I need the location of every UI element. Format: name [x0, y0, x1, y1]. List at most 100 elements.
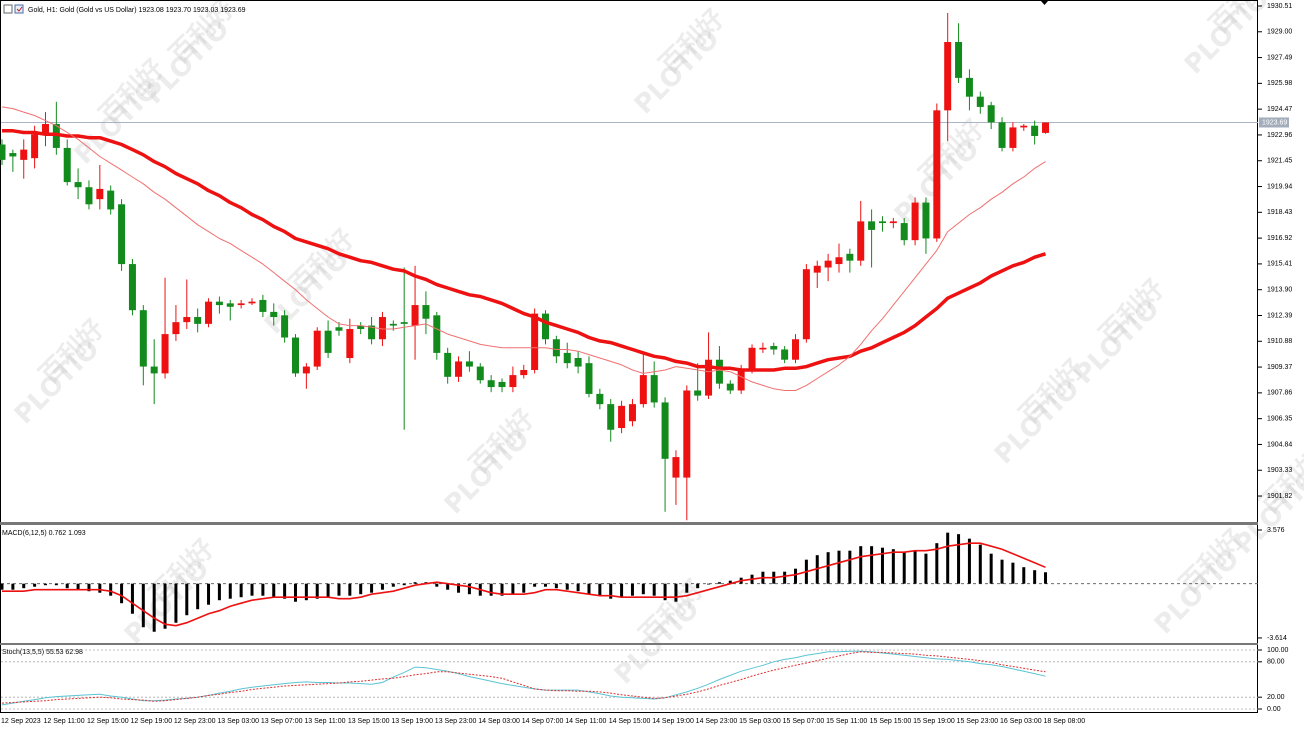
x-tick-label: 13 Sep 11:00 [304, 718, 345, 725]
macd-bar [826, 552, 830, 584]
candle-body [628, 404, 636, 422]
macd-bar [98, 583, 102, 593]
macd-bar [239, 583, 243, 598]
y-tick-label: 0.00 [1267, 706, 1281, 713]
macd-bar [217, 583, 221, 601]
candle-body [357, 325, 365, 329]
macd-bar [1033, 570, 1037, 584]
macd-bar [533, 583, 537, 587]
macd-bar [141, 583, 145, 628]
macd-bar [185, 583, 189, 616]
candle-body [422, 305, 430, 319]
candle-body [237, 303, 245, 306]
macd-bar [326, 583, 330, 598]
candle-body [846, 253, 854, 261]
line [1, 650, 1046, 706]
macd-bar [696, 583, 700, 589]
candle-body [139, 310, 147, 367]
candle-body [574, 358, 582, 367]
macd-bar [315, 583, 319, 599]
macd-bar [1000, 559, 1004, 584]
candle-body [889, 221, 897, 224]
price-label: 1923.69 [1262, 119, 1287, 126]
candle-body [552, 339, 560, 357]
y-tick-label: 1924.47 [1267, 106, 1292, 113]
macd-bar [859, 546, 863, 584]
macd-bar [174, 583, 178, 623]
candle-body [802, 269, 810, 340]
candle-body [378, 317, 386, 340]
candle-body [270, 311, 278, 318]
macd-bar [457, 583, 461, 593]
candle-body [226, 303, 234, 307]
macd-bar [674, 583, 678, 602]
macd-bar [544, 583, 547, 587]
macd-bar [152, 583, 156, 632]
candle-body [998, 122, 1006, 148]
macd-bar [250, 583, 254, 596]
x-tick-label: 12 Sep 15:00 [87, 718, 129, 725]
macd-bar [978, 544, 982, 584]
macd-bar [609, 583, 613, 599]
line [2, 542, 1046, 627]
macd-bar [413, 582, 417, 584]
macd-bar [783, 571, 787, 584]
candle-body [20, 149, 28, 160]
candle-body [715, 359, 723, 384]
macd-bar [196, 583, 200, 610]
icon [16, 6, 23, 12]
candle-body [650, 375, 658, 403]
x-tick-label: 12 Sep 11:00 [43, 718, 84, 725]
macd-bar [293, 583, 297, 602]
macd-bar [391, 583, 395, 587]
y-tick-label: 1916.92 [1267, 235, 1292, 242]
candle-body [542, 313, 549, 340]
candle-body [411, 305, 419, 326]
candle-body [302, 366, 310, 374]
candle-body [74, 182, 82, 188]
chart-title: Gold, H1: Gold (Gold vs US Dollar) 1923.… [28, 7, 246, 14]
macd-bar [380, 583, 384, 590]
macd-bar [935, 543, 939, 584]
candle-body [792, 339, 800, 360]
candle-body [520, 369, 528, 376]
candle-body [487, 380, 495, 388]
candle-body [433, 315, 441, 353]
candle-body [607, 404, 615, 430]
candle-body [455, 361, 463, 377]
y-tick-label: 1925.98 [1267, 80, 1292, 87]
x-tick-label: 12 Sep 19:00 [130, 718, 172, 725]
macd-bar [11, 583, 15, 590]
candle-body [509, 375, 517, 388]
shift-marker [1041, 1, 1048, 5]
macd-bar [22, 583, 26, 589]
pane-separator [0, 522, 1258, 525]
macd-bar [707, 583, 711, 585]
macd-bar [848, 550, 852, 584]
macd-bar [794, 568, 798, 584]
candle-body [683, 390, 691, 478]
line [2, 129, 1047, 372]
macd-bar [924, 553, 928, 584]
candle-body [672, 457, 680, 478]
macd-bar [54, 583, 58, 586]
macd-bar [576, 583, 580, 592]
candle-body [161, 334, 169, 374]
candle-body [878, 221, 886, 224]
macd-bar [902, 552, 906, 584]
candle-body [0, 144, 6, 160]
candle-body [118, 204, 126, 265]
candle-body [1042, 122, 1050, 133]
x-tick-label: 15 Sep 03:00 [739, 718, 781, 725]
macd-bar [1022, 567, 1026, 584]
candle-body [694, 390, 702, 396]
candle-body [444, 352, 452, 377]
macd-bar [891, 549, 895, 584]
candle-body [900, 223, 908, 241]
candle-body [661, 402, 669, 459]
candle-body [1009, 127, 1017, 148]
x-tick-label: 14 Sep 03:00 [478, 718, 520, 725]
y-tick-label: 1913.90 [1267, 287, 1292, 294]
candle-body [618, 405, 626, 429]
x-tick-label: 14 Sep 15:00 [609, 718, 651, 725]
